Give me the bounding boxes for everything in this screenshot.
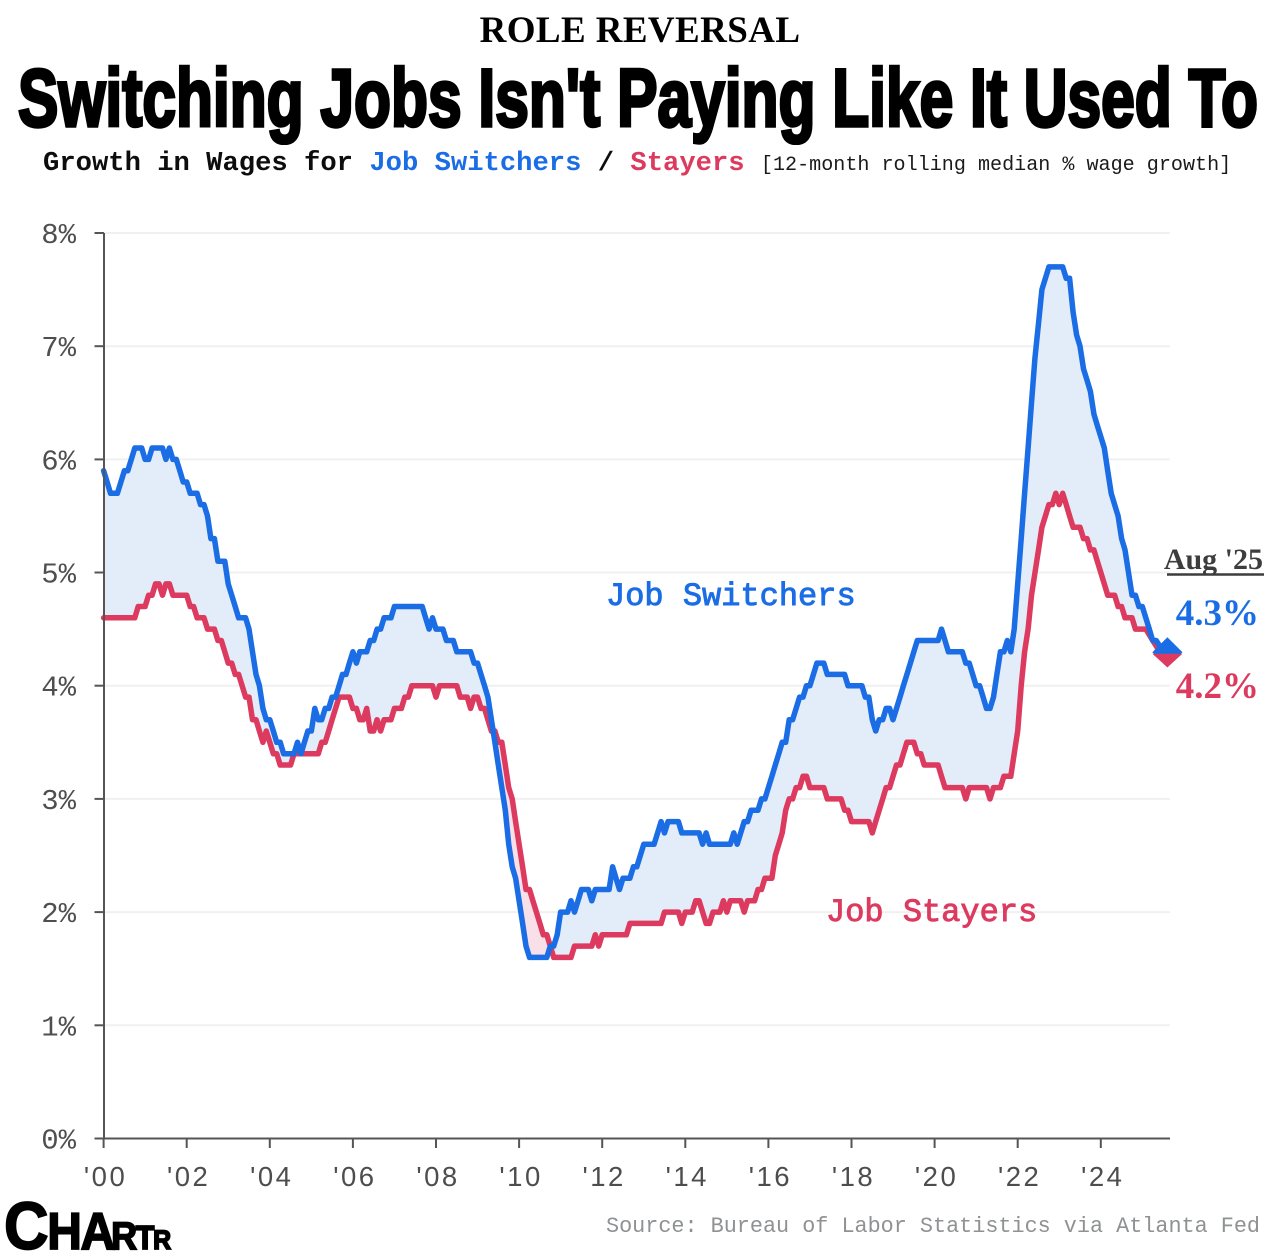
svg-text:'18​: '18​ xyxy=(832,1161,875,1192)
svg-text:'24​: '24​ xyxy=(1081,1161,1124,1192)
svg-text:'06​: '06​ xyxy=(333,1161,376,1192)
svg-text:'14​: '14​ xyxy=(666,1161,709,1192)
svg-text:C: C xyxy=(4,1192,49,1257)
svg-text:Job Stayers: Job Stayers xyxy=(826,894,1037,931)
svg-text:R: R xyxy=(111,1214,137,1257)
svg-text:'12​: '12​ xyxy=(583,1161,626,1192)
svg-text:5%: 5% xyxy=(41,559,76,592)
svg-text:4.2%: 4.2% xyxy=(1176,666,1259,707)
svg-text:8%: 8% xyxy=(41,219,76,252)
svg-text:6%: 6% xyxy=(41,445,76,478)
svg-text:A: A xyxy=(81,1202,116,1257)
svg-text:'00​: '00​ xyxy=(84,1161,127,1192)
svg-text:7%: 7% xyxy=(41,332,76,365)
svg-text:4%: 4% xyxy=(41,672,76,705)
svg-text:Aug '25: Aug '25 xyxy=(1164,543,1263,576)
svg-text:'04​: '04​ xyxy=(250,1161,293,1192)
svg-text:T: T xyxy=(136,1219,155,1256)
svg-text:4.3%: 4.3% xyxy=(1176,593,1259,634)
svg-text:'08​: '08​ xyxy=(416,1161,459,1192)
svg-text:'16​: '16​ xyxy=(749,1161,792,1192)
svg-text:R: R xyxy=(153,1224,171,1255)
svg-text:'22​: '22​ xyxy=(998,1161,1041,1192)
svg-text:H: H xyxy=(47,1202,82,1257)
svg-text:'20​: '20​ xyxy=(915,1161,958,1192)
svg-text:3%: 3% xyxy=(41,785,76,818)
svg-text:2%: 2% xyxy=(41,898,76,931)
svg-text:'10​: '10​ xyxy=(499,1161,542,1192)
svg-text:Job Switchers: Job Switchers xyxy=(606,578,856,615)
svg-text:1%: 1% xyxy=(41,1011,76,1044)
svg-text:0%: 0% xyxy=(41,1125,76,1158)
svg-text:'02​: '02​ xyxy=(167,1161,210,1192)
